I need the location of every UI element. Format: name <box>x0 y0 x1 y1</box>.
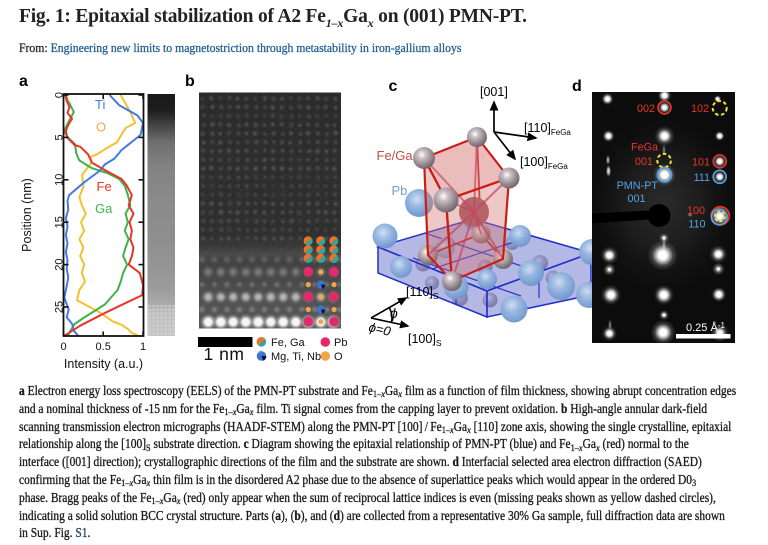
svg-text:100: 100 <box>687 205 705 217</box>
svg-text:O: O <box>334 351 343 363</box>
svg-text:Mg, Ti, Nb: Mg, Ti, Nb <box>271 351 321 363</box>
svg-text:[100]FeGa: [100]FeGa <box>520 155 568 171</box>
svg-text:0: 0 <box>60 341 66 353</box>
svg-text:ϕ=0: ϕ=0 <box>367 319 393 339</box>
svg-text:0: 0 <box>54 92 66 98</box>
svg-text:FeGa: FeGa <box>631 142 658 154</box>
svg-text:Position (nm): Position (nm) <box>20 178 34 252</box>
svg-text:1: 1 <box>140 341 146 353</box>
svg-text:110: 110 <box>688 219 705 231</box>
svg-text:Ga: Ga <box>95 201 113 216</box>
svg-text:Pb: Pb <box>392 183 408 198</box>
svg-text:O: O <box>96 120 106 135</box>
svg-text:Intensity (a.u.): Intensity (a.u.) <box>64 357 143 371</box>
svg-text:[100]S: [100]S <box>408 332 442 348</box>
svg-text:001: 001 <box>627 193 645 205</box>
svg-text:15: 15 <box>54 216 66 228</box>
svg-text:0.5: 0.5 <box>96 341 111 353</box>
svg-text:b: b <box>185 73 195 90</box>
svg-text:25: 25 <box>54 301 66 313</box>
svg-text:PMN-PT: PMN-PT <box>617 180 659 192</box>
svg-text:102: 102 <box>691 103 709 115</box>
svg-text:10: 10 <box>54 174 66 186</box>
svg-text:001: 001 <box>635 156 653 168</box>
svg-text:Fe: Fe <box>97 179 112 194</box>
svg-text:[110]FeGa: [110]FeGa <box>524 121 571 137</box>
svg-text:20: 20 <box>54 258 66 270</box>
svg-text:1 nm: 1 nm <box>204 344 245 364</box>
svg-text:002: 002 <box>637 103 655 115</box>
svg-text:ϕ: ϕ <box>390 305 398 321</box>
svg-text:d: d <box>572 78 582 95</box>
svg-text:Ti: Ti <box>95 97 105 112</box>
svg-text:5: 5 <box>54 134 66 140</box>
svg-text:Fe/Ga: Fe/Ga <box>377 148 414 163</box>
svg-text:Fe, Ga: Fe, Ga <box>271 337 306 349</box>
svg-text:111: 111 <box>694 172 710 184</box>
svg-text:c: c <box>389 78 398 95</box>
svg-text:0.25 Å-1: 0.25 Å-1 <box>686 321 725 334</box>
svg-text:Pb: Pb <box>334 337 347 349</box>
svg-text:101: 101 <box>692 157 710 169</box>
svg-text:a: a <box>19 73 28 90</box>
svg-text:[110]S: [110]S <box>406 285 439 301</box>
svg-text:[001]: [001] <box>480 85 508 99</box>
